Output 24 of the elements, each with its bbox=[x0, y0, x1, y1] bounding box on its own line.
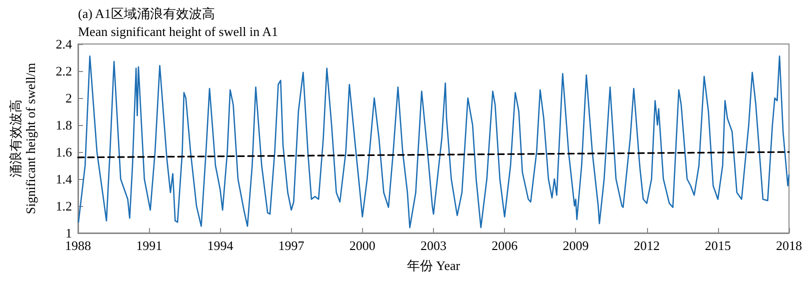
x-tick-label: 2006 bbox=[492, 238, 518, 253]
x-tick-label: 2000 bbox=[349, 238, 376, 253]
x-tick-label: 1991 bbox=[136, 238, 162, 253]
y-tick-label: 1.8 bbox=[56, 118, 72, 132]
chart-subtitle: Mean significant height of swell in A1 bbox=[78, 24, 278, 39]
y-tick-label: 2.2 bbox=[56, 64, 72, 78]
line-series bbox=[78, 56, 790, 228]
x-tick-label: 2012 bbox=[634, 238, 660, 253]
x-tick-label: 2009 bbox=[562, 238, 589, 253]
y-tick-label: 2.4 bbox=[56, 36, 72, 52]
x-tick-label: 1997 bbox=[278, 238, 305, 253]
y-tick-label: 1.2 bbox=[56, 198, 72, 214]
y-tick-label: 2 bbox=[66, 90, 72, 106]
y-axis-title: 涌浪有效波高 Significant height of swell/m bbox=[8, 62, 38, 214]
x-tick-label: 1988 bbox=[65, 238, 91, 253]
x-tick-label: 2003 bbox=[420, 238, 446, 253]
y-tick-label: 1 bbox=[66, 226, 72, 240]
x-tick-label: 2015 bbox=[704, 238, 731, 253]
chart-title: (a) A1区域涌浪有效波高 bbox=[78, 6, 215, 21]
y-tick-label: 1.4 bbox=[56, 172, 72, 186]
x-tick-label: 2018 bbox=[776, 238, 802, 253]
x-axis-title: 年份 Year bbox=[406, 258, 461, 273]
x-tick-label: 1994 bbox=[207, 238, 234, 253]
y-tick-label: 1.6 bbox=[56, 144, 72, 160]
